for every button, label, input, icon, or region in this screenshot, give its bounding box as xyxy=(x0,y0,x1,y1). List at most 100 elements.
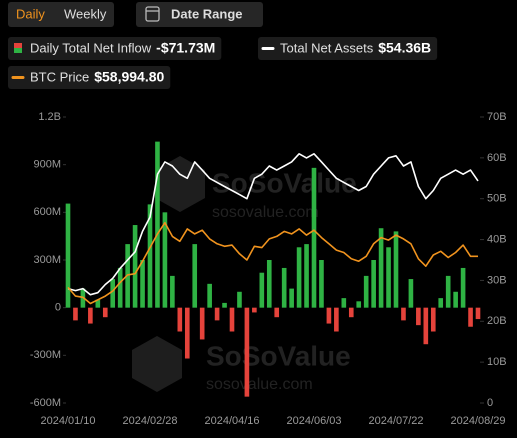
calendar-icon xyxy=(145,6,160,22)
bar xyxy=(348,307,354,318)
y2-tick-label: 50B xyxy=(487,193,507,205)
y2-tick-label: 60B xyxy=(487,152,507,164)
bar xyxy=(117,267,123,308)
watermark-brand: SoSoValue xyxy=(206,340,351,371)
bar xyxy=(475,307,481,320)
legend-value: $54.36B xyxy=(378,40,431,56)
bar xyxy=(170,275,175,308)
watermark-site: sosovalue.com xyxy=(206,376,313,393)
bar xyxy=(222,302,227,308)
legend-label: Daily Total Net Inflow xyxy=(30,40,152,55)
legend-bg xyxy=(8,66,171,89)
bar xyxy=(244,307,250,397)
plot-area: -600M -300M 0 300M 600M 900M 1.2B 0 10B 20B 30B 40B… xyxy=(30,111,507,427)
bar xyxy=(252,307,257,313)
bar xyxy=(259,272,265,308)
bar xyxy=(386,247,391,308)
bar xyxy=(416,307,421,326)
bar xyxy=(177,307,183,332)
legend: Daily Total Net Inflow -$71.73M Total Net … xyxy=(8,37,438,89)
bar xyxy=(356,301,362,308)
bar xyxy=(192,244,198,308)
legend-bg xyxy=(8,37,222,60)
bar xyxy=(102,307,108,318)
bar xyxy=(274,307,280,318)
y-tick-label: 600M xyxy=(33,206,61,218)
line xyxy=(67,221,478,305)
y2-tick-label: 30B xyxy=(487,274,507,286)
bar xyxy=(341,298,347,308)
bar xyxy=(460,267,466,308)
date-range-label: Date Range xyxy=(171,6,243,21)
x-tick-label: 2024/04/16 xyxy=(204,415,259,427)
y-tick-label: 300M xyxy=(33,254,61,266)
bar xyxy=(155,141,160,308)
x-tick-label: 2024/06/03 xyxy=(286,415,341,427)
tab-group xyxy=(8,2,114,27)
bar xyxy=(132,225,138,308)
bar xyxy=(199,307,205,340)
legend-value: $58,994.80 xyxy=(94,69,164,85)
bar xyxy=(184,307,190,359)
bar xyxy=(140,260,145,308)
y-tick-label: 900M xyxy=(33,159,61,171)
bar xyxy=(147,204,153,308)
tab-weekly[interactable]: Weekly xyxy=(64,6,107,21)
bar xyxy=(363,275,369,308)
bar xyxy=(88,307,93,324)
bar xyxy=(326,307,332,324)
bar xyxy=(438,298,444,308)
watermark-logo xyxy=(132,336,182,392)
y2-tick-label: 70B xyxy=(487,111,507,123)
legend-item: BTC Price $58,994.80 xyxy=(8,66,171,89)
y2-tick-label: 40B xyxy=(487,233,507,245)
bar xyxy=(214,307,220,321)
line xyxy=(67,153,479,296)
watermark: SoSoValue sosovalue.com SoSoValue sosova… xyxy=(132,156,357,393)
watermark-site: sosovalue.com xyxy=(212,204,319,221)
bar xyxy=(423,307,429,345)
bar xyxy=(304,244,309,308)
bar xyxy=(430,307,436,332)
bar xyxy=(207,283,212,308)
bar xyxy=(65,203,71,308)
bar xyxy=(401,307,406,321)
bar xyxy=(371,260,376,308)
bar xyxy=(162,212,168,308)
tab-daily[interactable]: Daily xyxy=(16,6,45,21)
x-tick-label: 2024/02/28 xyxy=(122,415,177,427)
legend-item: Daily Total Net Inflow -$71.73M xyxy=(8,37,222,60)
bar xyxy=(289,288,294,308)
bar xyxy=(408,279,414,308)
bar xyxy=(445,275,451,308)
y2-tick-label: 20B xyxy=(487,315,507,327)
y-tick-label: -600M xyxy=(30,397,61,409)
legend-swatch xyxy=(14,48,22,53)
bar xyxy=(378,228,384,308)
y2-tick-label: 10B xyxy=(487,356,507,368)
y-tick-label: -300M xyxy=(30,349,61,361)
x-tick-label: 2024/01/10 xyxy=(40,415,95,427)
x-tick-label: 2024/07/22 xyxy=(368,415,423,427)
y2-tick-label: 0 xyxy=(487,397,493,409)
watermark-logo xyxy=(155,156,205,212)
bar xyxy=(393,231,399,308)
bar xyxy=(95,299,101,308)
legend-swatch xyxy=(14,43,22,48)
bar xyxy=(73,307,78,321)
y-tick-label: 0 xyxy=(55,302,61,314)
legend-value: -$71.73M xyxy=(156,40,215,56)
bar xyxy=(281,267,287,308)
bar xyxy=(229,307,235,332)
legend-bg xyxy=(258,37,438,60)
bar xyxy=(319,260,324,308)
date-range-button[interactable] xyxy=(136,2,263,27)
legend-label: Total Net Assets xyxy=(280,40,374,55)
y-tick-label: 1.2B xyxy=(38,111,61,123)
legend-label: BTC Price xyxy=(30,69,89,84)
bar xyxy=(468,307,473,327)
x-tick-label: 2024/08/29 xyxy=(450,415,505,427)
bar xyxy=(311,167,317,308)
